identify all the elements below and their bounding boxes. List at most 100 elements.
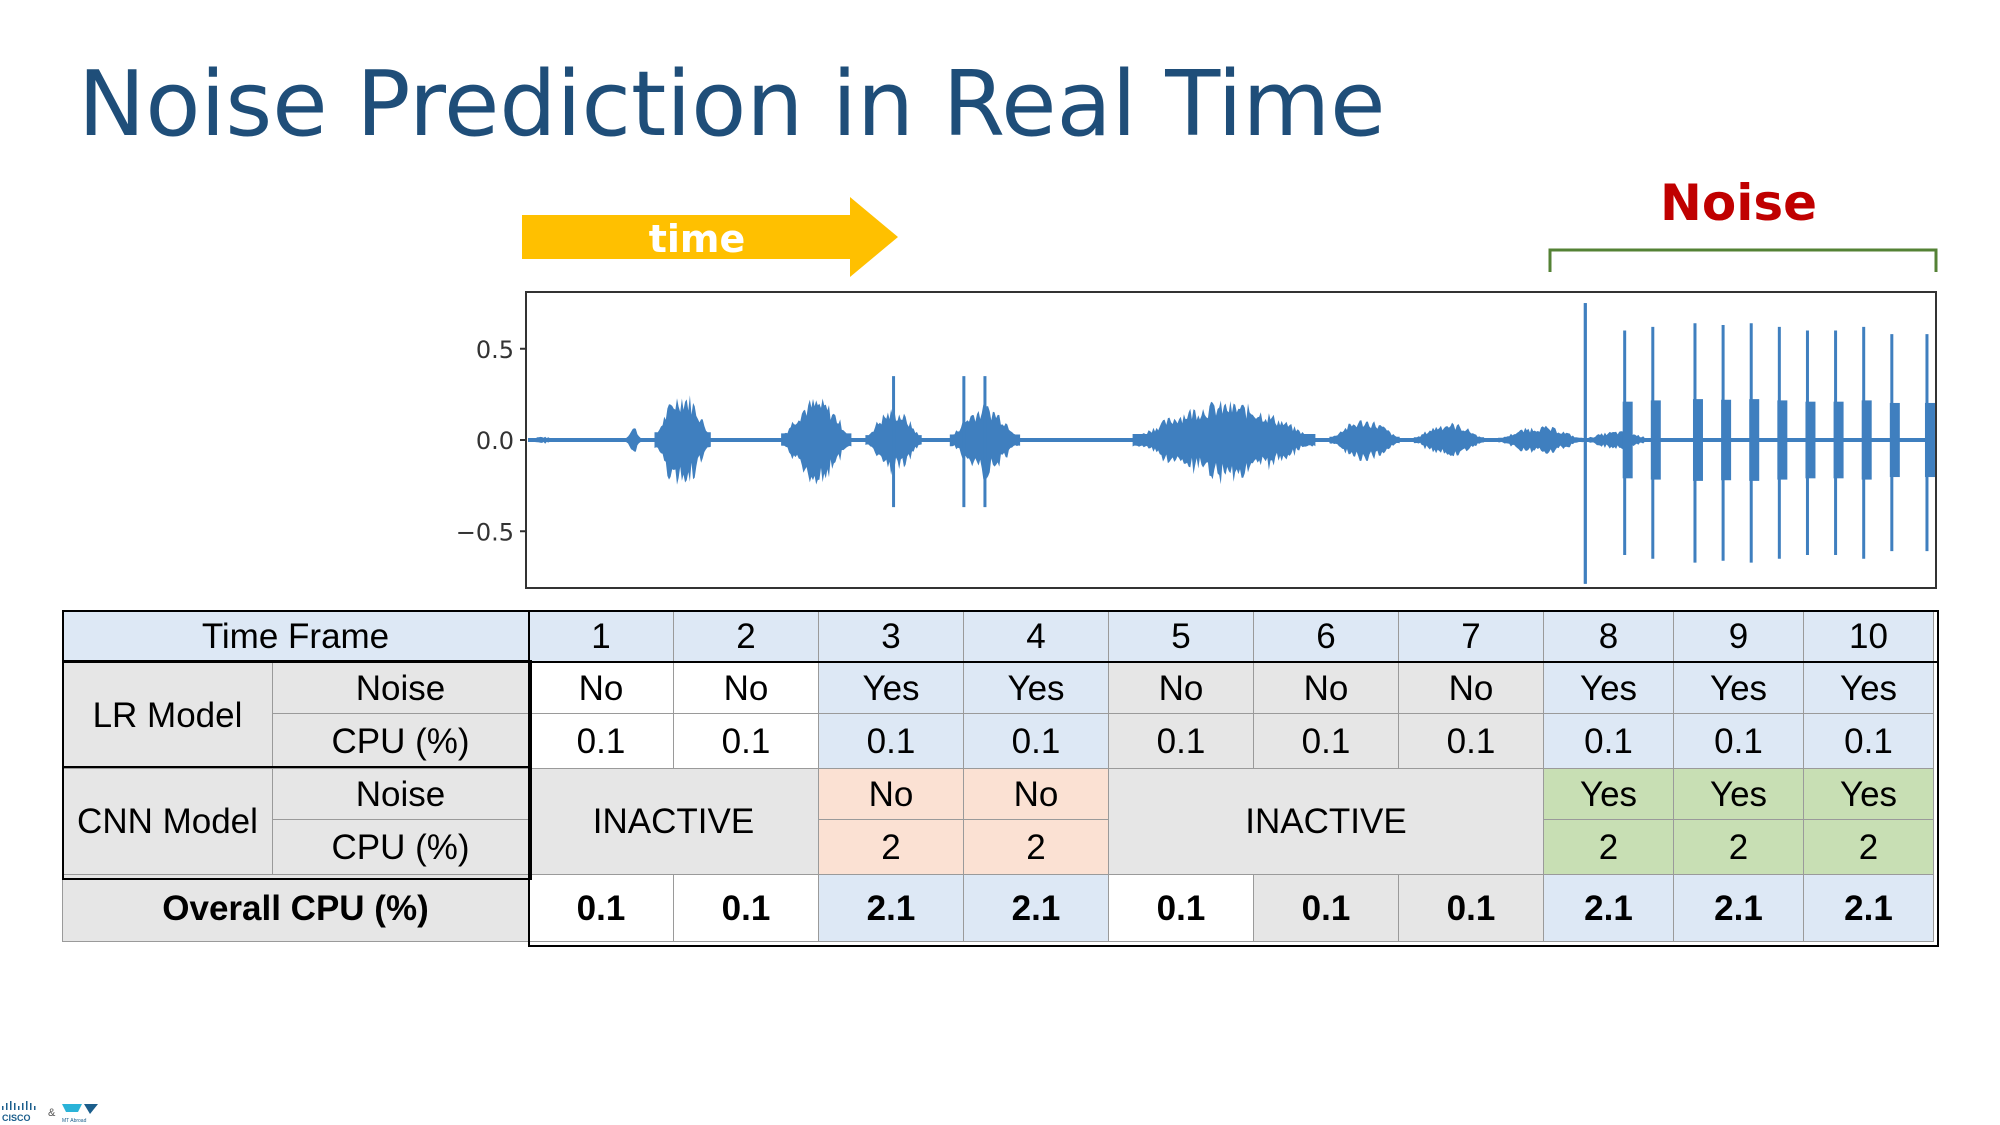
cnn-model-label: CNN Model <box>62 768 273 875</box>
y-tick-label: 0.5 <box>476 336 514 364</box>
overall-cpu-cell: 0.1 <box>673 874 819 942</box>
lr-noise-cell: Yes <box>818 662 964 714</box>
cnn-noise-cell: Yes <box>1673 768 1804 820</box>
frame-cell: 9 <box>1673 610 1804 663</box>
waveform-chart: 0.5 0.0 −0.5 <box>456 291 1937 589</box>
waveform-spike-body <box>1889 402 1900 478</box>
overall-cpu-cell: 2.1 <box>963 874 1109 942</box>
frame-cell: 3 <box>818 610 964 663</box>
cisco-wordmark: CISCO <box>2 1113 31 1123</box>
overall-cpu-cell: 0.1 <box>528 874 674 942</box>
lr-cpu-cell: 0.1 <box>818 713 964 769</box>
partner-logos: CISCO & MT Abroad <box>2 1101 98 1124</box>
overall-cpu-label: Overall CPU (%) <box>62 874 529 942</box>
lr-noise-label: Noise <box>272 662 529 714</box>
overall-cpu-cell: 2.1 <box>1673 874 1804 942</box>
y-axis: 0.5 0.0 −0.5 <box>456 336 526 546</box>
waveform-burst <box>528 436 557 444</box>
lr-cpu-cell: 0.1 <box>528 713 674 769</box>
waveform-burst <box>1329 420 1400 461</box>
waveform-spike-body <box>1805 401 1816 479</box>
lr-noise-cell: Yes <box>1673 662 1804 714</box>
cnn-noise-cell: No <box>963 768 1109 820</box>
lr-cpu-cell: 0.1 <box>1253 713 1399 769</box>
waveform-burst <box>1413 422 1485 457</box>
overall-cpu-row: Overall CPU (%) 0.1 0.1 2.1 2.1 0.1 0.1 … <box>62 874 1934 942</box>
y-tick-label: 0.0 <box>476 427 514 455</box>
cnn-cpu-row: CPU (%) 2 2 2 2 2 <box>63 819 1934 875</box>
frame-cell: 2 <box>673 610 819 663</box>
mt-abroad-logo-icon <box>62 1104 98 1114</box>
frame-cell: 10 <box>1803 610 1934 663</box>
waveform-spike-body <box>1692 399 1703 481</box>
lr-cpu-cell: 0.1 <box>1398 713 1544 769</box>
waveform-burst <box>781 398 852 485</box>
frame-cell: 1 <box>528 610 674 663</box>
time-arrow <box>522 197 898 277</box>
cnn-noise-cell: No <box>818 768 964 820</box>
lr-noise-cell: Yes <box>1803 662 1934 714</box>
frame-cell: 6 <box>1253 610 1399 663</box>
waveform-spike-body <box>1721 399 1732 481</box>
time-frame-row: Time Frame 1 2 3 4 5 6 7 8 9 10 <box>62 610 1934 663</box>
noise-bracket <box>1548 248 1938 272</box>
cnn-noise-cell: Yes <box>1543 768 1674 820</box>
lr-noise-cell: No <box>528 662 674 714</box>
cnn-inactive-cell: INACTIVE <box>1108 768 1544 875</box>
waveform-burst <box>1498 425 1583 454</box>
lr-noise-cell: Yes <box>1543 662 1674 714</box>
cnn-cpu-cell: 2 <box>1803 819 1934 875</box>
lr-noise-cell: No <box>1253 662 1399 714</box>
overall-cpu-cell: 2.1 <box>1803 874 1934 942</box>
frame-cell: 5 <box>1108 610 1254 663</box>
lr-cpu-cell: 0.1 <box>1108 713 1254 769</box>
lr-cpu-cell: 0.1 <box>963 713 1109 769</box>
lr-model-label: LR Model <box>62 662 273 769</box>
overall-cpu-cell: 0.1 <box>1108 874 1254 942</box>
waveform-burst <box>626 428 641 452</box>
waveform-spike-body <box>1924 402 1935 478</box>
overall-cpu-cell: 0.1 <box>1398 874 1544 942</box>
overall-cpu-cell: 2.1 <box>818 874 964 942</box>
waveform-burst <box>654 395 711 485</box>
logo-separator: & <box>48 1107 56 1119</box>
frame-cell: 4 <box>963 610 1109 663</box>
y-tick-label: −0.5 <box>456 518 514 546</box>
waveform-spike-body <box>1650 400 1661 480</box>
cnn-inactive-cell: INACTIVE <box>528 768 819 875</box>
time-frame-label: Time Frame <box>62 610 529 663</box>
lr-noise-cell: No <box>673 662 819 714</box>
cnn-cpu-cell: 2 <box>1673 819 1804 875</box>
cnn-cpu-cell: 2 <box>963 819 1109 875</box>
waveform-signal <box>528 303 1935 584</box>
noise-label: Noise <box>1660 174 1818 232</box>
cnn-cpu-cell: 2 <box>818 819 964 875</box>
lr-cpu-cell: 0.1 <box>1803 713 1934 769</box>
cnn-noise-label: Noise <box>272 768 529 820</box>
lr-noise-cell: No <box>1108 662 1254 714</box>
lr-noise-row: LR Model Noise No No Yes Yes No No No Ye… <box>62 662 1934 769</box>
waveform-burst <box>1132 400 1316 485</box>
time-arrow-shape <box>522 197 898 277</box>
mt-abroad-wordmark: MT Abroad <box>62 1118 87 1124</box>
waveform-spike-body <box>1833 401 1844 479</box>
waveform-spike-body <box>1622 401 1633 479</box>
cnn-noise-row: CNN Model Noise INACTIVE No No INACTIVE … <box>62 768 1934 875</box>
cisco-logo-icon <box>2 1101 36 1110</box>
overall-cpu-cell: 2.1 <box>1543 874 1674 942</box>
cnn-cpu-label: CPU (%) <box>272 819 529 875</box>
lr-cpu-cell: 0.1 <box>1543 713 1674 769</box>
lr-cpu-row: CPU (%) 0.1 0.1 0.1 0.1 0.1 0.1 0.1 0.1 … <box>63 713 1934 769</box>
time-label: time <box>648 217 746 261</box>
frame-cell: 7 <box>1398 610 1544 663</box>
waveform-spike-body <box>1777 400 1788 480</box>
overall-cpu-cell: 0.1 <box>1253 874 1399 942</box>
waveform-spike-body <box>1861 400 1872 480</box>
waveform-spike-body <box>1749 399 1760 481</box>
waveform-burst <box>1582 431 1653 450</box>
lr-cpu-cell: 0.1 <box>1673 713 1804 769</box>
lr-noise-cell: No <box>1398 662 1544 714</box>
slide-title: Noise Prediction in Real Time <box>78 52 1386 157</box>
frame-cell: 8 <box>1543 610 1674 663</box>
lr-cpu-cell: 0.1 <box>673 713 819 769</box>
